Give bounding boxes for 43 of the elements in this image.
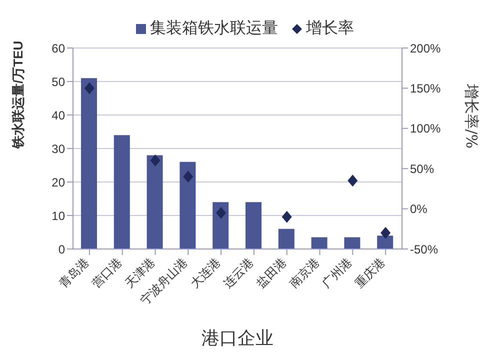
y2-tick-label: 150%	[410, 81, 442, 96]
y-tick-label: 10	[52, 208, 66, 223]
bar	[278, 228, 294, 249]
y-tick-label: 20	[52, 175, 66, 190]
point	[183, 170, 194, 183]
y2-axis-title: 增长率/%	[462, 83, 481, 148]
y2-tick-label: 200%	[410, 41, 442, 56]
bar	[344, 237, 360, 249]
x-tick-label: 盐田港	[254, 255, 289, 291]
y-axis-title: 铁水联运量/万TEU	[10, 40, 26, 150]
y2-tick-label: -50%	[410, 242, 438, 256]
bar	[246, 202, 262, 249]
bar	[212, 202, 229, 249]
bar	[146, 155, 163, 249]
y-tick-label: 40	[52, 108, 66, 122]
y-tick-label: 30	[52, 142, 66, 156]
legend-label: 集装箱铁水联运量	[150, 18, 278, 39]
point	[348, 174, 358, 187]
x-axis-title: 港口企业	[202, 328, 274, 349]
bar	[377, 236, 394, 249]
y-tick-label: 0	[58, 242, 66, 256]
point	[282, 210, 292, 223]
y-tick-label: 60	[52, 41, 66, 56]
x-tick-label: 青岛港	[56, 255, 92, 291]
y2-tick-label: 100%	[410, 122, 442, 136]
x-tick-label: 大连港	[188, 255, 224, 291]
x-tick-label: 连云港	[220, 255, 256, 291]
x-tick-label: 南京港	[286, 255, 322, 291]
x-tick-label: 广州港	[319, 255, 355, 291]
x-tick-label: 重庆港	[352, 255, 388, 291]
legend-label: 增长率	[306, 18, 354, 39]
x-tick-label: 营口港	[89, 255, 124, 291]
y2-tick-label: 50%	[410, 162, 434, 176]
point	[216, 206, 226, 219]
bar	[311, 237, 328, 249]
y-tick-label: 50	[52, 74, 66, 89]
point	[150, 154, 160, 167]
y2-tick-label: 0%	[410, 202, 428, 216]
bar	[81, 78, 97, 249]
point	[84, 82, 94, 94]
point	[380, 226, 391, 239]
bar	[114, 135, 130, 249]
bar	[180, 162, 196, 249]
